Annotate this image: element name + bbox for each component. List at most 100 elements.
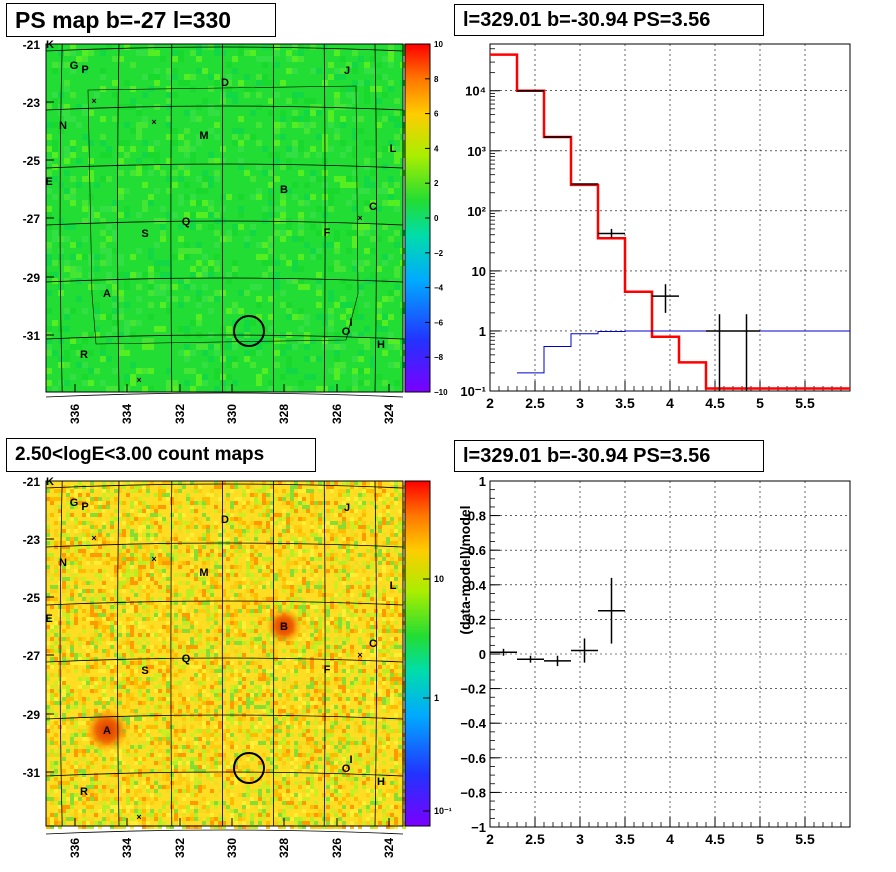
map-pixel [250, 649, 254, 653]
map-pixel [202, 581, 206, 585]
map-pixel [178, 701, 182, 705]
map-pixel [298, 717, 302, 721]
map-pixel [326, 625, 330, 629]
map-pixel [298, 605, 302, 609]
map-pixel [198, 653, 202, 657]
map-pixel [374, 481, 378, 485]
map-pixel [298, 705, 302, 709]
map-pixel [316, 302, 322, 308]
map-pixel [338, 709, 342, 713]
map-pixel [306, 481, 310, 485]
map-pixel [382, 653, 386, 657]
map-pixel [370, 549, 374, 553]
source-label-i: I [349, 317, 352, 329]
map-pixel [66, 517, 70, 521]
map-pixel [318, 529, 322, 533]
map-pixel [82, 709, 86, 713]
map-pixel [78, 641, 82, 645]
map-pixel [158, 661, 162, 665]
map-pixel [182, 649, 186, 653]
map-pixel [390, 677, 394, 681]
map-pixel [280, 110, 286, 116]
map-pixel [198, 637, 202, 641]
map-pixel [202, 577, 206, 581]
map-pixel [278, 497, 282, 501]
map-pixel [388, 332, 394, 338]
map-pixel [370, 729, 374, 733]
map-pixel [98, 509, 102, 513]
map-pixel [318, 577, 322, 581]
map-pixel [62, 665, 66, 669]
map-pixel [98, 633, 102, 637]
map-pixel [330, 661, 334, 665]
map-pixel [350, 593, 354, 597]
map-pixel [226, 741, 230, 745]
map-pixel [106, 621, 110, 625]
map-pixel [322, 44, 328, 50]
map-pixel [208, 212, 214, 218]
map-pixel [230, 613, 234, 617]
map-pixel [294, 645, 298, 649]
map-pixel [278, 741, 282, 745]
map-pixel [82, 56, 88, 62]
map-pixel [234, 597, 238, 601]
map-pixel [100, 134, 106, 140]
map-pixel [342, 493, 346, 497]
map-pixel [86, 545, 90, 549]
map-pixel [170, 545, 174, 549]
map-pixel [82, 332, 88, 338]
map-pixel [338, 649, 342, 653]
map-pixel [318, 501, 322, 505]
map-pixel [352, 86, 358, 92]
map-pixel [334, 521, 338, 525]
map-pixel [250, 509, 254, 513]
map-pixel [390, 521, 394, 525]
map-pixel [286, 749, 290, 753]
map-pixel [102, 497, 106, 501]
map-pixel [202, 284, 208, 290]
map-pixel [290, 581, 294, 585]
map-pixel [124, 380, 130, 386]
map-pixel [394, 541, 398, 545]
map-pixel [352, 80, 358, 86]
map-pixel [346, 525, 350, 529]
map-pixel [146, 525, 150, 529]
map-pixel [66, 541, 70, 545]
map-pixel [354, 553, 358, 557]
map-pixel [62, 725, 66, 729]
map-pixel [230, 529, 234, 533]
map-pixel [58, 489, 62, 493]
map-pixel [274, 661, 278, 665]
map-pixel [106, 573, 110, 577]
map-pixel [138, 665, 142, 669]
map-pixel [98, 573, 102, 577]
map-pixel [126, 737, 130, 741]
map-pixel [262, 272, 268, 278]
map-pixel [194, 501, 198, 505]
map-pixel [342, 565, 346, 569]
map-pixel [310, 44, 316, 50]
map-pixel [66, 717, 70, 721]
map-pixel [328, 368, 334, 374]
map-pixel [174, 617, 178, 621]
map-pixel [230, 513, 234, 517]
map-pixel [210, 673, 214, 677]
map-pixel [250, 581, 254, 585]
map-pixel [94, 749, 98, 753]
map-pixel [78, 545, 82, 549]
map-pixel [194, 697, 198, 701]
map-pixel [354, 501, 358, 505]
map-pixel [330, 521, 334, 525]
map-pixel [206, 725, 210, 729]
map-pixel [66, 661, 70, 665]
map-pixel [58, 717, 62, 721]
map-pixel [54, 545, 58, 549]
map-pixel [310, 601, 314, 605]
map-pixel [220, 356, 226, 362]
map-pixel [202, 561, 206, 565]
map-pixel [334, 362, 340, 368]
map-pixel [238, 593, 242, 597]
map-pixel [366, 673, 370, 677]
map-pixel [382, 701, 386, 705]
map-pixel [218, 585, 222, 589]
